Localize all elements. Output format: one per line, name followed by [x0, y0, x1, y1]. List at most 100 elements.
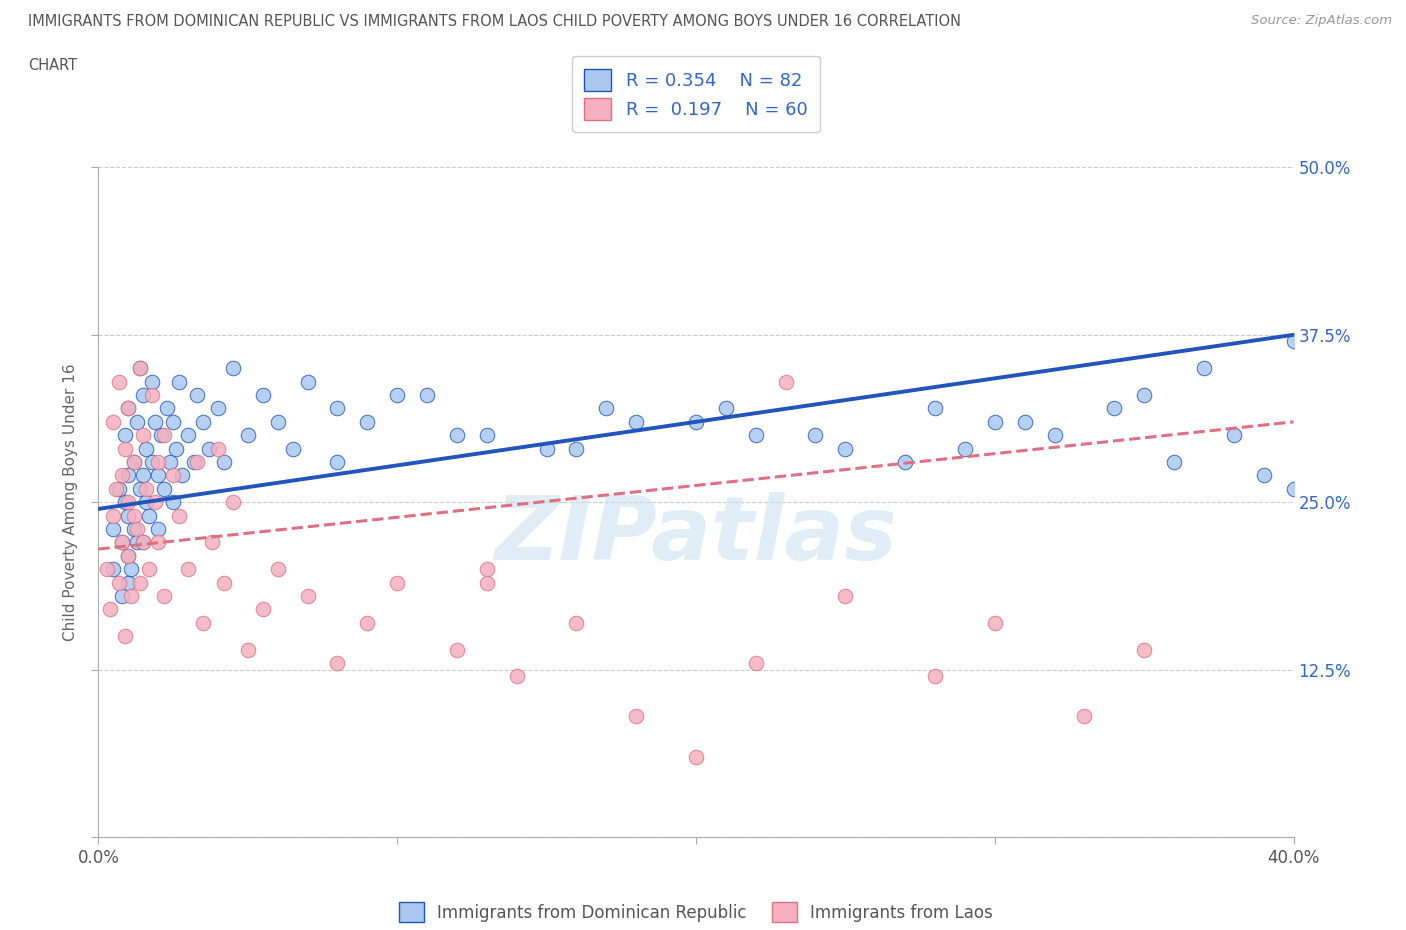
Point — [326, 455, 349, 470]
Point — [1133, 388, 1156, 403]
Point — [222, 495, 245, 510]
Point — [191, 415, 214, 430]
Point — [212, 575, 235, 590]
Legend: Immigrants from Dominican Republic, Immigrants from Laos: Immigrants from Dominican Republic, Immi… — [392, 896, 1000, 929]
Point — [1282, 482, 1305, 497]
Point — [96, 562, 118, 577]
Point — [212, 455, 235, 470]
Text: ZIPatlas: ZIPatlas — [495, 492, 897, 579]
Point — [236, 642, 259, 657]
Point — [117, 401, 139, 416]
Point — [103, 562, 125, 577]
Point — [506, 669, 529, 684]
Point — [685, 415, 707, 430]
Point — [141, 455, 163, 470]
Point — [1073, 709, 1095, 724]
Point — [984, 616, 1007, 631]
Point — [127, 522, 149, 537]
Point — [153, 482, 176, 497]
Point — [129, 575, 152, 590]
Point — [1282, 334, 1305, 349]
Point — [124, 508, 146, 523]
Point — [150, 428, 173, 443]
Point — [356, 616, 378, 631]
Point — [108, 482, 131, 497]
Point — [129, 361, 152, 376]
Point — [1192, 361, 1215, 376]
Point — [162, 495, 184, 510]
Point — [135, 441, 157, 456]
Point — [132, 535, 155, 550]
Point — [222, 361, 245, 376]
Point — [186, 455, 208, 470]
Point — [267, 415, 290, 430]
Point — [326, 656, 349, 671]
Point — [143, 415, 166, 430]
Point — [103, 508, 125, 523]
Point — [138, 562, 160, 577]
Point — [186, 388, 208, 403]
Point — [1163, 455, 1185, 470]
Point — [124, 522, 146, 537]
Point — [924, 401, 946, 416]
Point — [924, 669, 946, 684]
Point — [536, 441, 558, 456]
Point — [108, 374, 131, 389]
Point — [626, 709, 648, 724]
Point — [159, 455, 181, 470]
Point — [129, 482, 152, 497]
Point — [565, 616, 588, 631]
Point — [565, 441, 588, 456]
Point — [745, 428, 768, 443]
Point — [111, 468, 134, 483]
Point — [745, 656, 768, 671]
Y-axis label: Child Poverty Among Boys Under 16: Child Poverty Among Boys Under 16 — [63, 364, 79, 641]
Point — [167, 508, 190, 523]
Point — [132, 468, 155, 483]
Point — [165, 441, 187, 456]
Point — [385, 388, 409, 403]
Text: CHART: CHART — [28, 58, 77, 73]
Point — [267, 562, 290, 577]
Point — [252, 388, 274, 403]
Point — [111, 535, 134, 550]
Point — [124, 455, 146, 470]
Point — [1014, 415, 1036, 430]
Point — [132, 535, 155, 550]
Point — [207, 401, 229, 416]
Point — [297, 589, 319, 604]
Point — [141, 374, 163, 389]
Point — [1253, 468, 1275, 483]
Point — [207, 441, 229, 456]
Point — [834, 441, 856, 456]
Point — [475, 575, 498, 590]
Point — [385, 575, 409, 590]
Point — [120, 589, 142, 604]
Point — [626, 415, 648, 430]
Point — [162, 415, 184, 430]
Point — [1104, 401, 1126, 416]
Point — [117, 401, 139, 416]
Point — [446, 428, 468, 443]
Point — [114, 428, 136, 443]
Point — [191, 616, 214, 631]
Point — [138, 508, 160, 523]
Point — [984, 415, 1007, 430]
Point — [297, 374, 319, 389]
Point — [143, 495, 166, 510]
Point — [153, 589, 176, 604]
Point — [132, 428, 155, 443]
Point — [1133, 642, 1156, 657]
Point — [446, 642, 468, 657]
Point — [834, 589, 856, 604]
Point — [416, 388, 439, 403]
Point — [117, 575, 139, 590]
Point — [595, 401, 617, 416]
Point — [114, 495, 136, 510]
Point — [177, 428, 200, 443]
Point — [894, 455, 917, 470]
Point — [117, 468, 139, 483]
Point — [141, 388, 163, 403]
Point — [114, 629, 136, 644]
Point — [236, 428, 259, 443]
